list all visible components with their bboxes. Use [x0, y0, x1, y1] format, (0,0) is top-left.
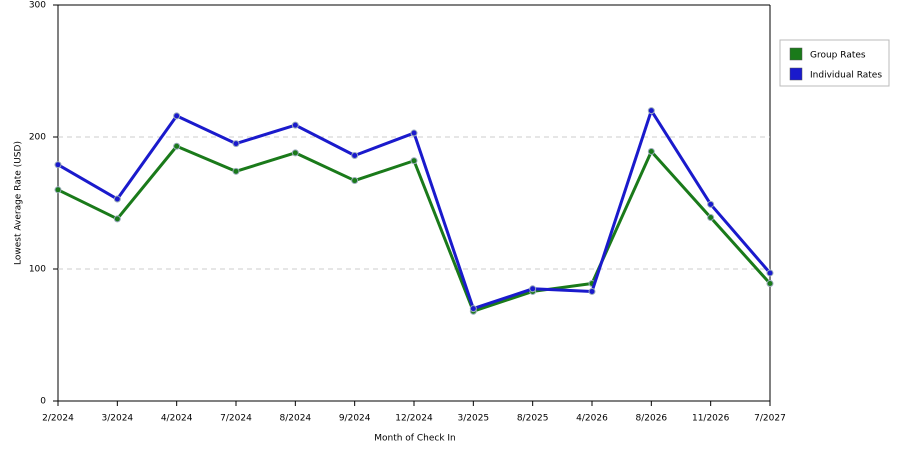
- series-line: [57, 109, 772, 311]
- x-tick-label: 3/2024: [101, 414, 133, 424]
- x-tick-label: 11/2026: [692, 414, 730, 424]
- y-tick-label: 0: [40, 397, 46, 407]
- x-tick-label: 4/2026: [576, 414, 608, 424]
- y-axis-title: Lowest Average Rate (USD): [14, 141, 24, 265]
- data-point: [529, 285, 537, 293]
- data-point: [351, 177, 359, 185]
- data-point: [232, 140, 240, 148]
- x-tick-label: 8/2024: [279, 414, 311, 424]
- x-tick-label: 9/2024: [339, 414, 371, 424]
- x-tick-label: 8/2025: [517, 414, 549, 424]
- x-tick-label: 7/2027: [754, 414, 786, 424]
- data-point: [410, 157, 418, 165]
- data-point: [647, 107, 655, 115]
- series-line: [57, 144, 772, 313]
- data-point: [707, 214, 715, 222]
- x-tick-label: 7/2024: [220, 414, 252, 424]
- y-tick-label: 200: [29, 133, 46, 143]
- data-point: [351, 151, 359, 159]
- x-tick-label: 8/2026: [635, 414, 667, 424]
- data-point: [291, 149, 299, 157]
- data-point: [766, 269, 774, 277]
- x-tick-label: 2/2024: [42, 414, 74, 424]
- legend-label: Group Rates: [810, 51, 866, 61]
- data-point: [707, 200, 715, 208]
- data-point: [410, 129, 418, 137]
- data-point: [232, 167, 240, 175]
- y-tick-label: 300: [29, 1, 46, 11]
- legend-swatch: [789, 47, 803, 61]
- data-point: [113, 215, 121, 223]
- data-point: [54, 161, 62, 169]
- x-tick-label: 12/2024: [395, 414, 433, 424]
- data-point: [173, 142, 181, 150]
- data-point: [766, 280, 774, 288]
- data-point: [54, 186, 62, 194]
- legend-swatch: [789, 67, 803, 81]
- x-tick-label: 4/2024: [161, 414, 193, 424]
- data-point: [173, 112, 181, 120]
- legend-label: Individual Rates: [810, 71, 882, 81]
- data-point: [469, 305, 477, 313]
- data-point: [291, 121, 299, 129]
- data-point: [647, 148, 655, 156]
- x-axis-title: Month of Check In: [374, 434, 456, 444]
- data-point: [113, 195, 121, 203]
- x-tick-label: 3/2025: [457, 414, 489, 424]
- data-point: [588, 287, 596, 295]
- y-tick-label: 100: [29, 265, 46, 275]
